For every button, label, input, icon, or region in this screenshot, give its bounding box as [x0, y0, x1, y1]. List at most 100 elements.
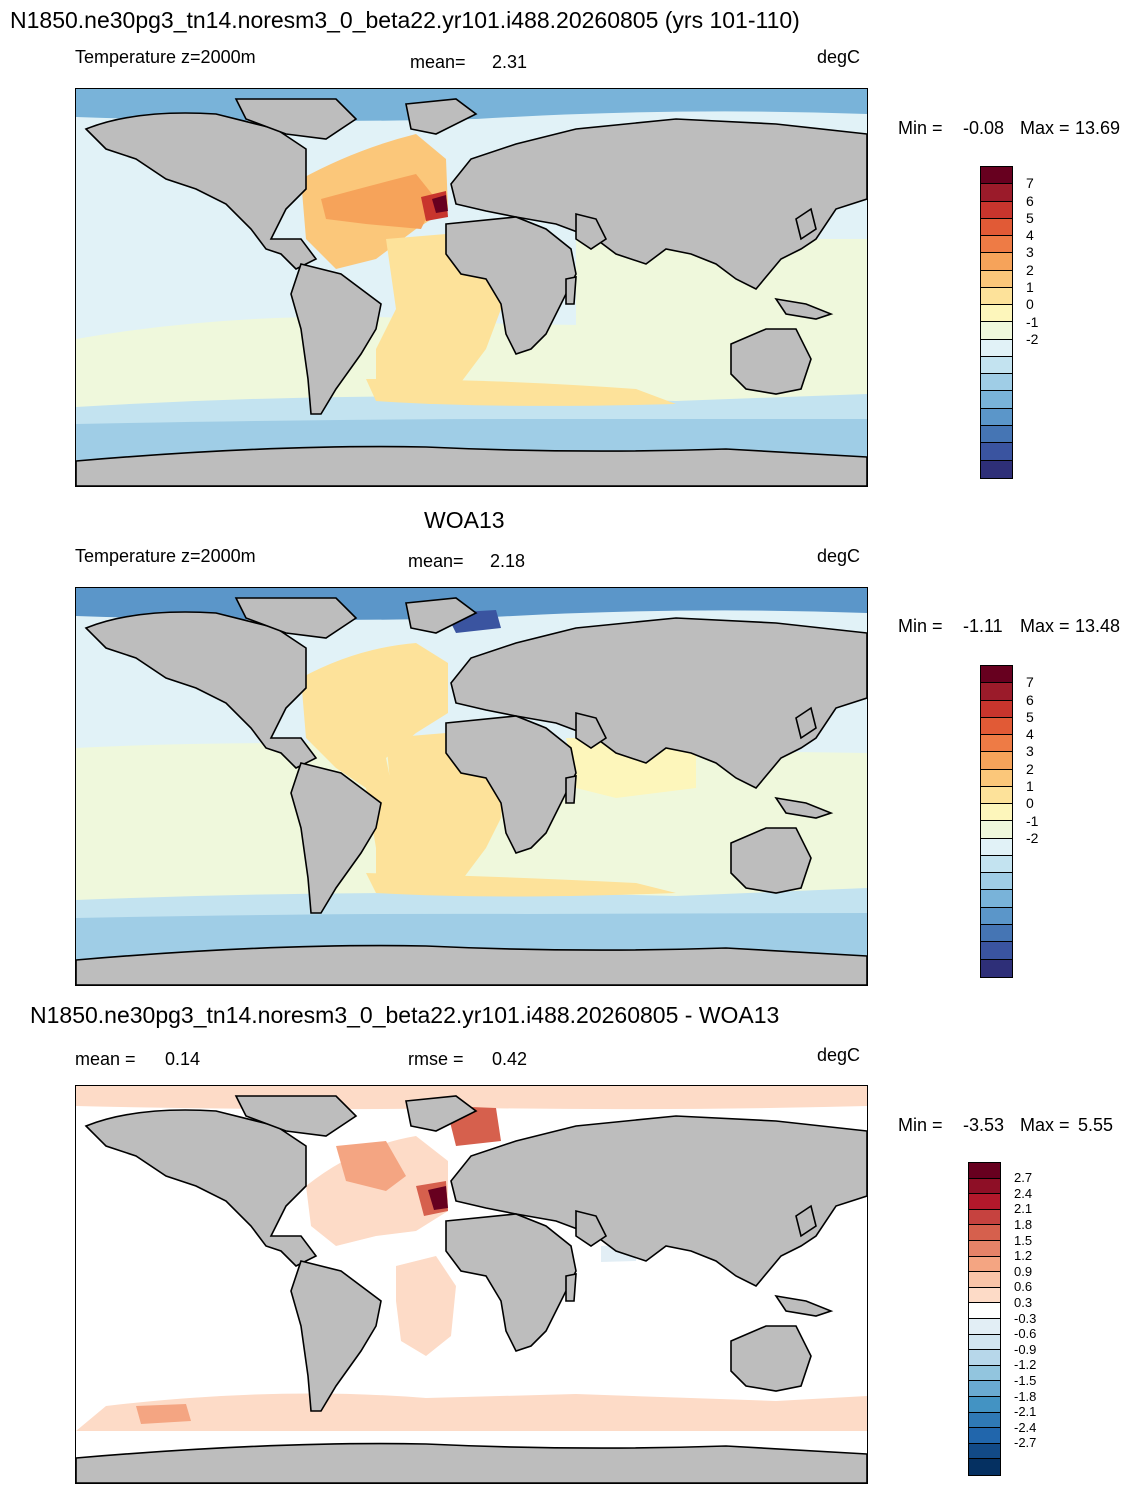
- colorbar-tick-label: 2: [1026, 261, 1034, 278]
- land-mass: [84, 611, 318, 769]
- colorbar-swatch: [981, 374, 1012, 392]
- land-mass: [405, 1095, 478, 1132]
- land-mass: [730, 1325, 812, 1392]
- colorbar-swatch: [981, 717, 1012, 736]
- land-mass: [575, 212, 608, 250]
- colorbar-tick-label: 7: [1026, 674, 1034, 691]
- land-mass: [290, 263, 382, 415]
- land-mass: [575, 711, 608, 749]
- colorbar-tick-label: -0.9: [1014, 1341, 1037, 1357]
- panel1-title: N1850.ne30pg3_tn14.noresm3_0_beta22.yr10…: [10, 7, 800, 33]
- colorbar-tick-label: 0.6: [1014, 1279, 1033, 1295]
- panel1-field-label: Temperature z=2000m: [75, 47, 256, 67]
- colorbar-swatch: [981, 924, 1012, 943]
- colorbar-swatch: [969, 1194, 1000, 1210]
- panel1-min-label: Min =: [898, 118, 943, 138]
- colorbar-swatch: [981, 201, 1012, 219]
- colorbar-swatch: [981, 356, 1012, 375]
- panel3-colorbar-swatches: [969, 1163, 1000, 1475]
- colorbar-swatch: [969, 1365, 1000, 1382]
- panel2-colorbar-swatches: [981, 666, 1012, 977]
- panel3-min-label: Min =: [898, 1115, 943, 1135]
- land-mass: [565, 1273, 577, 1302]
- colorbar-swatch: [969, 1209, 1000, 1226]
- colorbar-swatch: [981, 305, 1012, 323]
- colorbar-swatch: [981, 890, 1012, 908]
- colorbar-swatch: [981, 838, 1012, 856]
- colorbar-tick-label: -1: [1026, 812, 1039, 829]
- colorbar-swatch: [969, 1163, 1000, 1179]
- land-mass: [405, 98, 478, 135]
- colorbar-tick-label: 6: [1026, 691, 1034, 708]
- land-mass: [445, 1213, 577, 1352]
- colorbar-tick-label: 2.1: [1014, 1201, 1033, 1217]
- colorbar-swatch: [981, 873, 1012, 891]
- colorbar-tick-label: -0.3: [1014, 1310, 1037, 1326]
- colorbar-swatch: [981, 443, 1012, 461]
- colorbar-tick-label: -1.5: [1014, 1372, 1037, 1388]
- panel2-mean-value: 2.18: [490, 551, 526, 571]
- colorbar-swatch: [969, 1443, 1000, 1460]
- panel2-map-svg: [76, 588, 867, 985]
- colorbar-swatch: [981, 769, 1012, 787]
- land-mass: [774, 297, 834, 320]
- panel2-field-label: Temperature z=2000m: [75, 546, 256, 566]
- colorbar-tick-label: 1: [1026, 777, 1034, 794]
- colorbar-swatch: [981, 167, 1012, 185]
- land-mass: [795, 1204, 817, 1238]
- colorbar-tick-label: 3: [1026, 244, 1034, 261]
- land-mass: [795, 207, 817, 241]
- colorbar-swatch: [981, 959, 1012, 977]
- colorbar-tick-label: -0.6: [1014, 1326, 1037, 1342]
- panel2-title: WOA13: [424, 507, 505, 533]
- panel1-colorbar: [980, 166, 1013, 479]
- panel3-max-value: 5.55: [1078, 1115, 1114, 1135]
- colorbar-tick-label: -1.2: [1014, 1357, 1037, 1373]
- colorbar-tick-label: 2: [1026, 760, 1034, 777]
- colorbar-swatch: [981, 804, 1012, 822]
- colorbar-tick-label: -2.7: [1014, 1435, 1037, 1451]
- panel1-mean-value: 2.31: [492, 52, 528, 72]
- land-mass: [76, 445, 867, 486]
- panel2-mean-label: mean=: [408, 551, 464, 571]
- colorbar-swatch: [981, 391, 1012, 409]
- colorbar-tick-label: 0: [1026, 795, 1034, 812]
- land-mass: [565, 775, 577, 804]
- land-mass: [450, 617, 867, 789]
- panel3-rmse-label: rmse =: [408, 1049, 464, 1069]
- land-mass: [575, 1209, 608, 1247]
- colorbar-swatch: [969, 1178, 1000, 1195]
- colorbar-swatch: [981, 184, 1012, 202]
- colorbar-swatch: [969, 1428, 1000, 1444]
- colorbar-swatch: [969, 1272, 1000, 1288]
- panel2-land: [76, 597, 867, 985]
- panel2-max-label: Max =: [1020, 616, 1070, 636]
- panel3-min-value: -3.53: [963, 1115, 1005, 1135]
- colorbar-swatch: [981, 683, 1012, 701]
- panel1-mean-label: mean=: [410, 52, 466, 72]
- panel3-mean-value: 0.14: [165, 1049, 201, 1069]
- land-mass: [795, 706, 817, 740]
- colorbar-swatch: [981, 236, 1012, 254]
- colorbar-swatch: [981, 942, 1012, 960]
- colorbar-tick-label: 1.5: [1014, 1232, 1033, 1248]
- colorbar-tick-label: 7: [1026, 175, 1034, 192]
- colorbar-tick-label: 0.3: [1014, 1294, 1033, 1310]
- panel2-units: degC: [817, 546, 861, 566]
- colorbar-tick-label: -2.4: [1014, 1419, 1037, 1435]
- panel1-land: [76, 98, 867, 486]
- panel2-map: [75, 587, 868, 986]
- panel2-min-label: Min =: [898, 616, 943, 636]
- panel2-colorbar: [980, 665, 1013, 978]
- panel3-colorbar: [968, 1162, 1001, 1476]
- panel3-title: N1850.ne30pg3_tn14.noresm3_0_beta22.yr10…: [30, 1002, 780, 1028]
- land-mass: [450, 1115, 867, 1287]
- colorbar-swatch: [981, 460, 1012, 478]
- panel1-min-value: -0.08: [963, 118, 1005, 138]
- colorbar-swatch: [981, 339, 1012, 357]
- panel1-colorbar-swatches: [981, 167, 1012, 478]
- colorbar-swatch: [981, 287, 1012, 306]
- colorbar-swatch: [981, 425, 1012, 444]
- land-mass: [405, 597, 478, 634]
- land-mass: [234, 98, 358, 140]
